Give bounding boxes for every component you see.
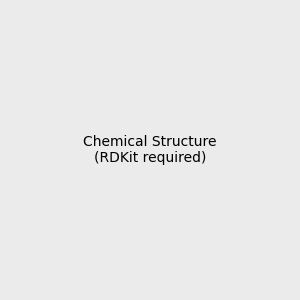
Text: Chemical Structure
(RDKit required): Chemical Structure (RDKit required) xyxy=(83,135,217,165)
